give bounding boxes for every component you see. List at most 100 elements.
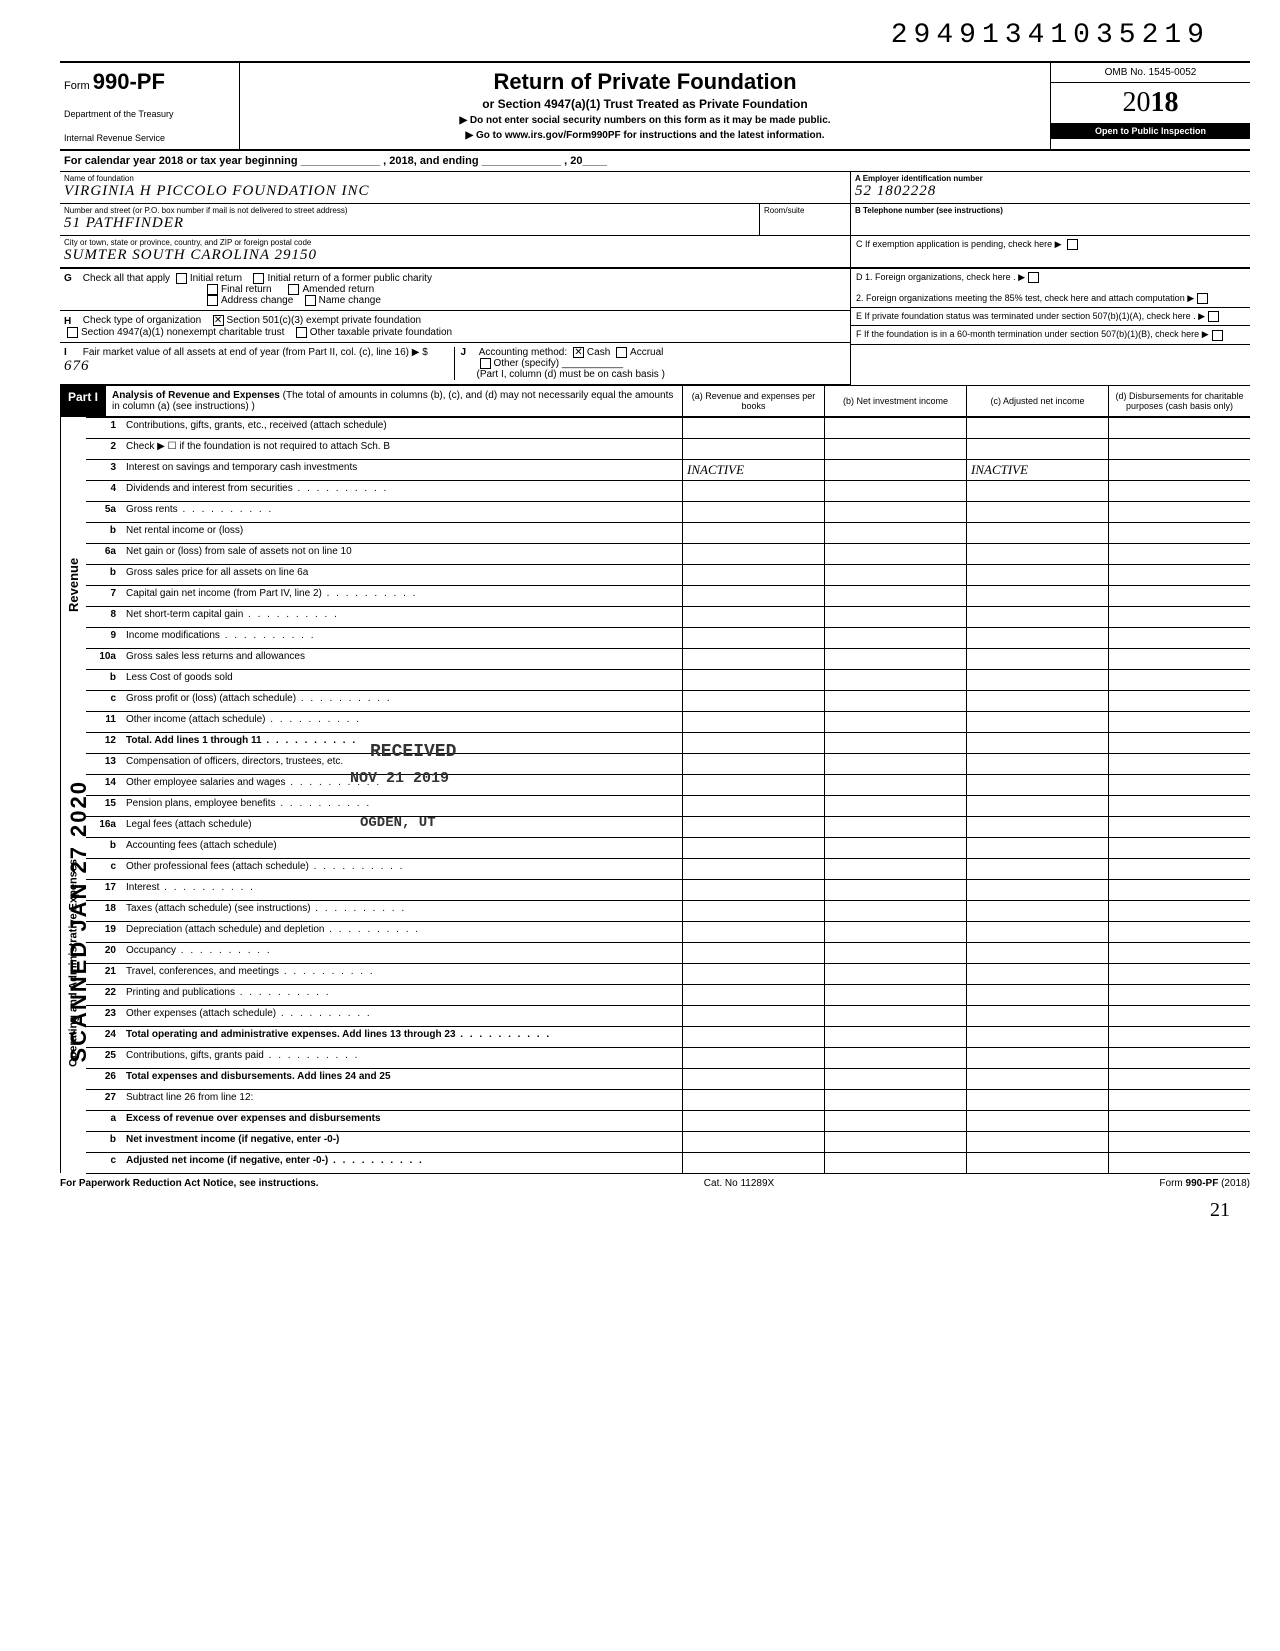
scanned-stamp: SCANNED JAN 27 2020 xyxy=(66,780,92,1063)
line-desc: Other professional fees (attach schedule… xyxy=(122,859,682,879)
amended-cb[interactable] xyxy=(288,284,299,295)
line-row: 7Capital gain net income (from Part IV, … xyxy=(86,586,1250,607)
address-change-cb[interactable] xyxy=(207,295,218,306)
cell xyxy=(682,586,824,606)
line-number: 3 xyxy=(86,460,122,480)
line-row: 27Subtract line 26 from line 12: xyxy=(86,1090,1250,1111)
cell xyxy=(682,901,824,921)
form-prefix: Form xyxy=(64,80,90,92)
line-row: 25Contributions, gifts, grants paid xyxy=(86,1048,1250,1069)
e-cb[interactable] xyxy=(1208,311,1219,322)
cell xyxy=(682,1090,824,1110)
cell xyxy=(682,796,824,816)
exempt-checkbox[interactable] xyxy=(1067,239,1078,250)
cell xyxy=(1108,418,1250,438)
cell xyxy=(682,691,824,711)
line-number: 7 xyxy=(86,586,122,606)
cell xyxy=(966,901,1108,921)
line-row: cOther professional fees (attach schedul… xyxy=(86,859,1250,880)
cell xyxy=(966,1111,1108,1131)
cell xyxy=(682,628,824,648)
cell xyxy=(682,733,824,753)
cell xyxy=(824,502,966,522)
501c3-cb[interactable] xyxy=(213,315,224,326)
cell xyxy=(1108,544,1250,564)
cell xyxy=(966,481,1108,501)
tax-year: 2018 xyxy=(1051,83,1250,123)
cell xyxy=(824,985,966,1005)
cell xyxy=(1108,901,1250,921)
line-row: 16aLegal fees (attach schedule) xyxy=(86,817,1250,838)
form-header: Form 990-PF Department of the Treasury I… xyxy=(60,61,1250,151)
line-row: bLess Cost of goods sold xyxy=(86,670,1250,691)
other-method-cb[interactable] xyxy=(480,358,491,369)
line-desc: Printing and publications xyxy=(122,985,682,1005)
part1-title: Analysis of Revenue and Expenses xyxy=(112,390,280,401)
line-number: b xyxy=(86,1132,122,1152)
cell xyxy=(1108,985,1250,1005)
line-row: bNet rental income or (loss) xyxy=(86,523,1250,544)
line-desc: Subtract line 26 from line 12: xyxy=(122,1090,682,1110)
cash-cb[interactable] xyxy=(573,347,584,358)
city-label: City or town, state or province, country… xyxy=(64,238,846,247)
line-number: b xyxy=(86,523,122,543)
initial-return-cb[interactable] xyxy=(176,273,187,284)
line-desc: Net rental income or (loss) xyxy=(122,523,682,543)
cell xyxy=(1108,649,1250,669)
other-tax-cb[interactable] xyxy=(296,327,307,338)
cell xyxy=(824,1111,966,1131)
cell xyxy=(824,460,966,480)
f-cb[interactable] xyxy=(1212,330,1223,341)
line-desc: Total expenses and disbursements. Add li… xyxy=(122,1069,682,1089)
cell xyxy=(1108,817,1250,837)
line-desc: Gross profit or (loss) (attach schedule) xyxy=(122,691,682,711)
line-row: cGross profit or (loss) (attach schedule… xyxy=(86,691,1250,712)
line-row: 15Pension plans, employee benefits xyxy=(86,796,1250,817)
cell xyxy=(682,985,824,1005)
dept-irs: Internal Revenue Service xyxy=(64,133,235,143)
line-row: 19Depreciation (attach schedule) and dep… xyxy=(86,922,1250,943)
document-number: 29491341035219 xyxy=(60,20,1250,51)
cell xyxy=(682,649,824,669)
cell xyxy=(824,1153,966,1173)
accrual-cb[interactable] xyxy=(616,347,627,358)
col-c-hdr: (c) Adjusted net income xyxy=(966,386,1108,416)
cell xyxy=(824,1027,966,1047)
line-desc: Total operating and administrative expen… xyxy=(122,1027,682,1047)
line-row: aExcess of revenue over expenses and dis… xyxy=(86,1111,1250,1132)
cell xyxy=(966,691,1108,711)
cell xyxy=(966,586,1108,606)
line-row: 13Compensation of officers, directors, t… xyxy=(86,754,1250,775)
form-title: Return of Private Foundation xyxy=(246,69,1044,95)
line-number: b xyxy=(86,565,122,585)
line-number: 5a xyxy=(86,502,122,522)
cell xyxy=(1108,964,1250,984)
4947-cb[interactable] xyxy=(67,327,78,338)
final-return-cb[interactable] xyxy=(207,284,218,295)
cell xyxy=(966,817,1108,837)
line-number: 1 xyxy=(86,418,122,438)
cell xyxy=(682,943,824,963)
cell xyxy=(824,1048,966,1068)
line-number: 4 xyxy=(86,481,122,501)
cell xyxy=(966,733,1108,753)
name-change-cb[interactable] xyxy=(305,295,316,306)
cell xyxy=(682,439,824,459)
cell xyxy=(966,943,1108,963)
cell xyxy=(1108,670,1250,690)
line-row: 24Total operating and administrative exp… xyxy=(86,1027,1250,1048)
cell xyxy=(966,544,1108,564)
cell xyxy=(1108,859,1250,879)
cell xyxy=(1108,712,1250,732)
part1-badge: Part I xyxy=(60,386,106,416)
line-desc: Occupancy xyxy=(122,943,682,963)
fmv-value: 676 xyxy=(64,358,90,374)
line-number: b xyxy=(86,670,122,690)
cell xyxy=(682,859,824,879)
d1-cb[interactable] xyxy=(1028,272,1039,283)
former-charity-cb[interactable] xyxy=(253,273,264,284)
d2-cb[interactable] xyxy=(1197,293,1208,304)
line-row: 2Check ▶ ☐ if the foundation is not requ… xyxy=(86,439,1250,460)
cell xyxy=(1108,943,1250,963)
cell xyxy=(824,586,966,606)
